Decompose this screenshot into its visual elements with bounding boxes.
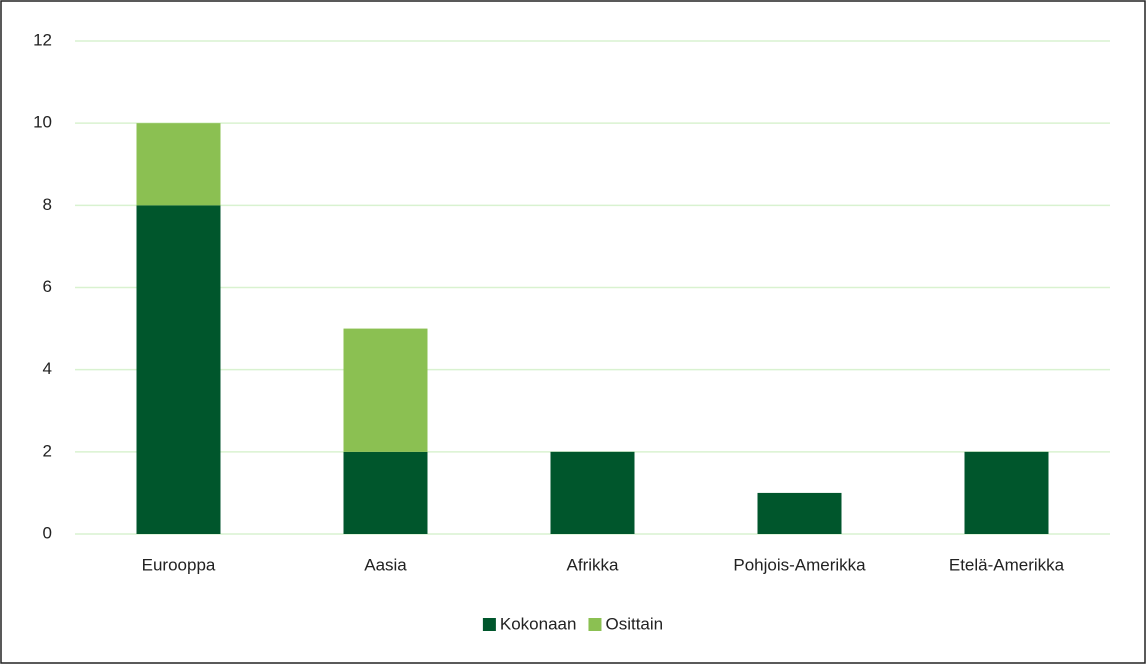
- x-tick-label: Etelä-Amerikka: [949, 555, 1065, 574]
- legend-label: Kokonaan: [500, 614, 577, 633]
- bar-segment: [757, 492, 842, 534]
- y-tick-label: 10: [33, 113, 52, 132]
- y-tick-label: 0: [43, 523, 52, 542]
- x-tick-label: Aasia: [364, 555, 407, 574]
- bar-segment: [136, 205, 221, 535]
- legend-swatch: [482, 618, 496, 631]
- y-tick-label: 6: [43, 277, 52, 296]
- x-tick-label: Afrikka: [567, 555, 620, 574]
- x-tick-label: Pohjois-Amerikka: [733, 555, 866, 574]
- bar-segment: [136, 123, 221, 206]
- x-tick-label: Eurooppa: [142, 555, 216, 574]
- bar-segment: [343, 451, 428, 534]
- legend-swatch: [588, 618, 602, 631]
- bar-segment: [964, 451, 1049, 534]
- bar-segment: [550, 451, 635, 534]
- bar-segment: [343, 328, 428, 452]
- y-tick-label: 4: [43, 359, 52, 378]
- y-tick-label: 12: [33, 30, 52, 49]
- legend-label: Osittain: [605, 614, 663, 633]
- y-tick-label: 2: [43, 441, 52, 460]
- y-tick-label: 8: [43, 195, 52, 214]
